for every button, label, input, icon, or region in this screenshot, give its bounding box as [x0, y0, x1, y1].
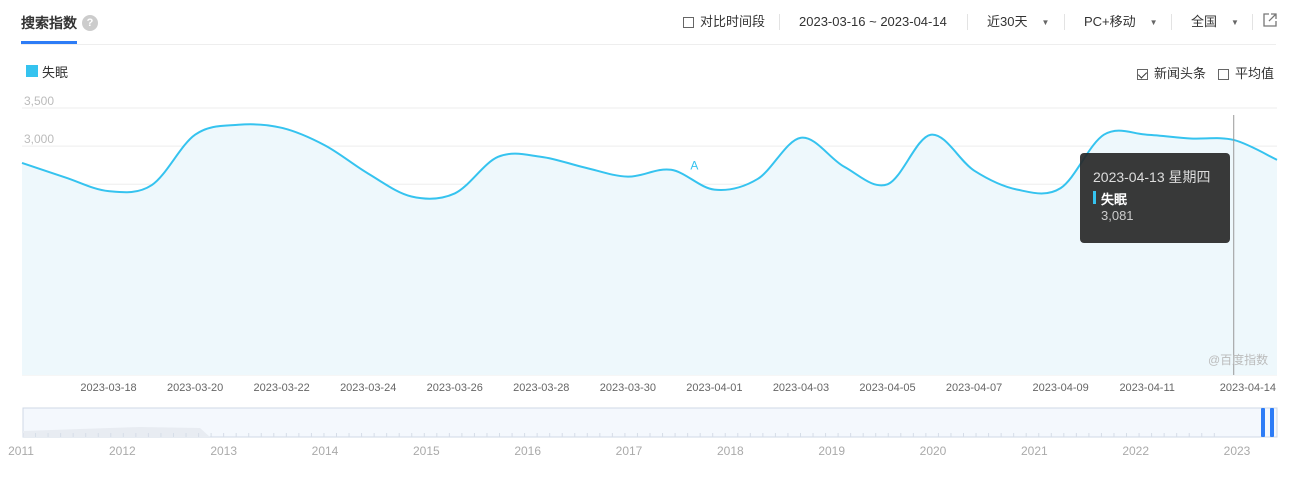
- average-checkbox[interactable]: [1218, 69, 1229, 80]
- range-handle-right[interactable]: [1270, 408, 1274, 437]
- series-area: [22, 124, 1277, 375]
- navigator-year-label: 2012: [109, 444, 136, 458]
- average-toggle[interactable]: 平均值: [1218, 63, 1274, 82]
- compare-checkbox[interactable]: [683, 17, 694, 28]
- navigator-year-label: 2014: [312, 444, 339, 458]
- x-tick-label: 2023-04-14: [1220, 382, 1276, 394]
- divider: [1171, 14, 1172, 30]
- navigator-year-label: 2023: [1224, 444, 1251, 458]
- region-select[interactable]: 全国 ▼: [1191, 14, 1239, 31]
- navigator-year-label: 2016: [514, 444, 541, 458]
- caret-down-icon: ▼: [1041, 18, 1050, 27]
- divider: [1252, 14, 1253, 30]
- tab-active-indicator: [21, 41, 77, 44]
- tab-search-index[interactable]: 搜索指数: [21, 15, 77, 31]
- legend-swatch[interactable]: [26, 65, 38, 77]
- y-tick-label: 3,500: [24, 95, 54, 108]
- x-tick-label: 2023-04-01: [686, 382, 742, 394]
- navigator-year-label: 2011: [8, 444, 34, 458]
- news-checkbox[interactable]: [1137, 69, 1148, 80]
- compare-label: 对比时间段: [700, 14, 766, 29]
- x-tick-label: 2023-04-03: [773, 382, 829, 394]
- news-annotation-marker[interactable]: A: [690, 159, 698, 173]
- caret-down-icon: ▼: [1231, 18, 1239, 27]
- x-tick-label: 2023-03-20: [167, 382, 223, 394]
- timeline-navigator[interactable]: 2011 2012 2013 2014 2015 2016 2017 2018 2019 2020…: [0, 405, 1300, 465]
- navigator-year-label: 2013: [210, 444, 237, 458]
- help-icon[interactable]: ?: [82, 15, 98, 31]
- navigator-year-label: 2020: [920, 444, 947, 458]
- x-tick-label: 2023-03-26: [427, 382, 483, 394]
- caret-down-icon: ▼: [1149, 18, 1158, 27]
- navigator-year-label: 2017: [616, 444, 643, 458]
- x-tick-label: 2023-04-07: [946, 382, 1002, 394]
- x-tick-label: 2023-04-11: [1119, 382, 1174, 394]
- navigator-year-label: 2018: [717, 444, 744, 458]
- legend-label[interactable]: 失眠: [42, 65, 69, 80]
- device-value: PC+移动: [1084, 14, 1136, 29]
- compare-period-toggle[interactable]: 对比时间段: [683, 14, 765, 30]
- x-tick-label: 2023-03-24: [340, 382, 396, 394]
- x-tick-label: 2023-03-18: [80, 382, 136, 394]
- tooltip-series-marker: [1093, 191, 1096, 204]
- divider: [779, 14, 780, 30]
- device-select[interactable]: PC+移动 ▼: [1084, 14, 1158, 31]
- news-headline-toggle[interactable]: 新闻头条: [1137, 63, 1206, 82]
- tooltip-value: 3,081: [1101, 208, 1134, 223]
- y-tick-label: 3,000: [24, 132, 54, 146]
- navigator-year-label: 2022: [1122, 444, 1149, 458]
- date-range-picker[interactable]: 2023-03-16 ~ 2023-04-14: [799, 14, 947, 29]
- news-label: 新闻头条: [1154, 66, 1207, 81]
- period-value: 近30天: [987, 14, 1028, 29]
- divider: [967, 14, 968, 30]
- header-divider: [21, 44, 1276, 45]
- tooltip-date: 2023-04-13 星期四: [1093, 169, 1211, 185]
- range-handle-left[interactable]: [1261, 408, 1265, 437]
- average-label: 平均值: [1235, 66, 1275, 81]
- watermark: @百度指数: [1208, 353, 1269, 367]
- x-tick-label: 2023-03-22: [254, 382, 310, 394]
- navigator-year-label: 2015: [413, 444, 440, 458]
- x-tick-label: 2023-04-05: [859, 382, 915, 394]
- x-tick-label: 2023-03-28: [513, 382, 569, 394]
- period-select[interactable]: 近30天 ▼: [987, 14, 1049, 31]
- x-tick-label: 2023-04-09: [1032, 382, 1088, 394]
- x-tick-label: 2023-03-30: [600, 382, 656, 394]
- navigator-year-label: 2019: [818, 444, 845, 458]
- external-link-icon[interactable]: [1262, 12, 1278, 28]
- tooltip: 2023-04-13 星期四 失眠 3,081: [1080, 153, 1230, 243]
- navigator-year-label: 2021: [1021, 444, 1048, 458]
- divider: [1064, 14, 1065, 30]
- series-line: [21, 123, 1278, 200]
- region-value: 全国: [1191, 14, 1218, 29]
- tooltip-series-name: 失眠: [1101, 192, 1128, 207]
